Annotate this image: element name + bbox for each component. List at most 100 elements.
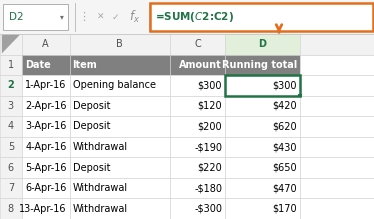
- Bar: [70, 55, 170, 75]
- Bar: [22, 96, 70, 116]
- Bar: [300, 96, 374, 116]
- Bar: [170, 34, 225, 55]
- Bar: [0, 75, 22, 96]
- Bar: [22, 34, 70, 55]
- Text: $470: $470: [272, 183, 297, 193]
- Bar: [70, 137, 170, 157]
- Bar: [150, 3, 373, 31]
- Text: Deposit: Deposit: [73, 162, 110, 173]
- Bar: [300, 116, 374, 137]
- Text: $220: $220: [197, 162, 222, 173]
- Bar: [298, 94, 302, 97]
- Text: 4: 4: [8, 122, 14, 131]
- Bar: [0, 116, 22, 137]
- Text: $620: $620: [272, 122, 297, 131]
- Text: $170: $170: [272, 204, 297, 214]
- Text: 7: 7: [8, 183, 14, 193]
- Text: $420: $420: [272, 101, 297, 111]
- Bar: [22, 75, 70, 96]
- Text: $200: $200: [197, 122, 222, 131]
- Bar: [70, 157, 170, 178]
- Bar: [0, 137, 22, 157]
- Bar: [170, 55, 225, 75]
- Bar: [0, 198, 22, 219]
- Bar: [70, 116, 170, 137]
- Text: D2: D2: [9, 12, 23, 22]
- Bar: [300, 178, 374, 198]
- Bar: [22, 137, 70, 157]
- Text: 3: 3: [8, 101, 14, 111]
- Text: Deposit: Deposit: [73, 122, 110, 131]
- Bar: [3, 4, 68, 30]
- Bar: [170, 116, 225, 137]
- Bar: [170, 198, 225, 219]
- Text: Withdrawal: Withdrawal: [73, 183, 128, 193]
- Text: 6: 6: [8, 162, 14, 173]
- Bar: [225, 34, 300, 55]
- Text: $300: $300: [272, 80, 297, 90]
- Bar: [225, 137, 300, 157]
- Text: 5-Apr-16: 5-Apr-16: [25, 162, 67, 173]
- Text: 2-Apr-16: 2-Apr-16: [25, 101, 67, 111]
- Text: 5: 5: [8, 142, 14, 152]
- Text: 3-Apr-16: 3-Apr-16: [25, 122, 67, 131]
- Bar: [22, 178, 70, 198]
- Bar: [170, 75, 225, 96]
- Text: 4-Apr-16: 4-Apr-16: [25, 142, 67, 152]
- Bar: [22, 116, 70, 137]
- Bar: [300, 198, 374, 219]
- Text: C: C: [194, 39, 201, 49]
- Text: -$180: -$180: [194, 183, 222, 193]
- Bar: [300, 75, 374, 96]
- Text: =SUM($C$2:C2): =SUM($C$2:C2): [155, 10, 234, 24]
- Text: -$300: -$300: [194, 204, 222, 214]
- Text: $120: $120: [197, 101, 222, 111]
- Text: 1: 1: [8, 60, 14, 70]
- Bar: [0, 0, 374, 34]
- Bar: [225, 75, 300, 96]
- Bar: [0, 157, 22, 178]
- Text: A: A: [42, 39, 49, 49]
- Bar: [225, 157, 300, 178]
- Text: $650: $650: [272, 162, 297, 173]
- Bar: [170, 178, 225, 198]
- Text: $300: $300: [197, 80, 222, 90]
- Bar: [0, 55, 22, 75]
- Text: Withdrawal: Withdrawal: [73, 204, 128, 214]
- Bar: [70, 75, 170, 96]
- Bar: [22, 157, 70, 178]
- Bar: [225, 198, 300, 219]
- Polygon shape: [2, 35, 20, 53]
- Bar: [300, 55, 374, 75]
- Bar: [170, 157, 225, 178]
- Bar: [225, 96, 300, 116]
- Bar: [225, 55, 300, 75]
- Text: Item: Item: [73, 60, 97, 70]
- Bar: [22, 55, 70, 75]
- Bar: [170, 137, 225, 157]
- Text: Amount: Amount: [180, 60, 222, 70]
- Bar: [225, 178, 300, 198]
- Text: Running total: Running total: [222, 60, 297, 70]
- Text: 13-Apr-16: 13-Apr-16: [19, 204, 67, 214]
- Bar: [22, 198, 70, 219]
- Bar: [300, 137, 374, 157]
- Bar: [225, 116, 300, 137]
- Text: ⋮: ⋮: [78, 12, 89, 22]
- Bar: [70, 34, 170, 55]
- Text: 6-Apr-16: 6-Apr-16: [25, 183, 67, 193]
- Bar: [70, 96, 170, 116]
- Text: 8: 8: [8, 204, 14, 214]
- Text: Deposit: Deposit: [73, 101, 110, 111]
- Bar: [300, 157, 374, 178]
- Text: B: B: [116, 39, 123, 49]
- Text: 2: 2: [7, 80, 14, 90]
- Bar: [0, 178, 22, 198]
- Bar: [0, 34, 22, 55]
- Text: $\mathit{f_x}$: $\mathit{f_x}$: [129, 9, 140, 25]
- Text: Opening balance: Opening balance: [73, 80, 156, 90]
- Bar: [70, 178, 170, 198]
- Bar: [70, 198, 170, 219]
- Text: ✓: ✓: [111, 12, 119, 21]
- Text: Date: Date: [25, 60, 50, 70]
